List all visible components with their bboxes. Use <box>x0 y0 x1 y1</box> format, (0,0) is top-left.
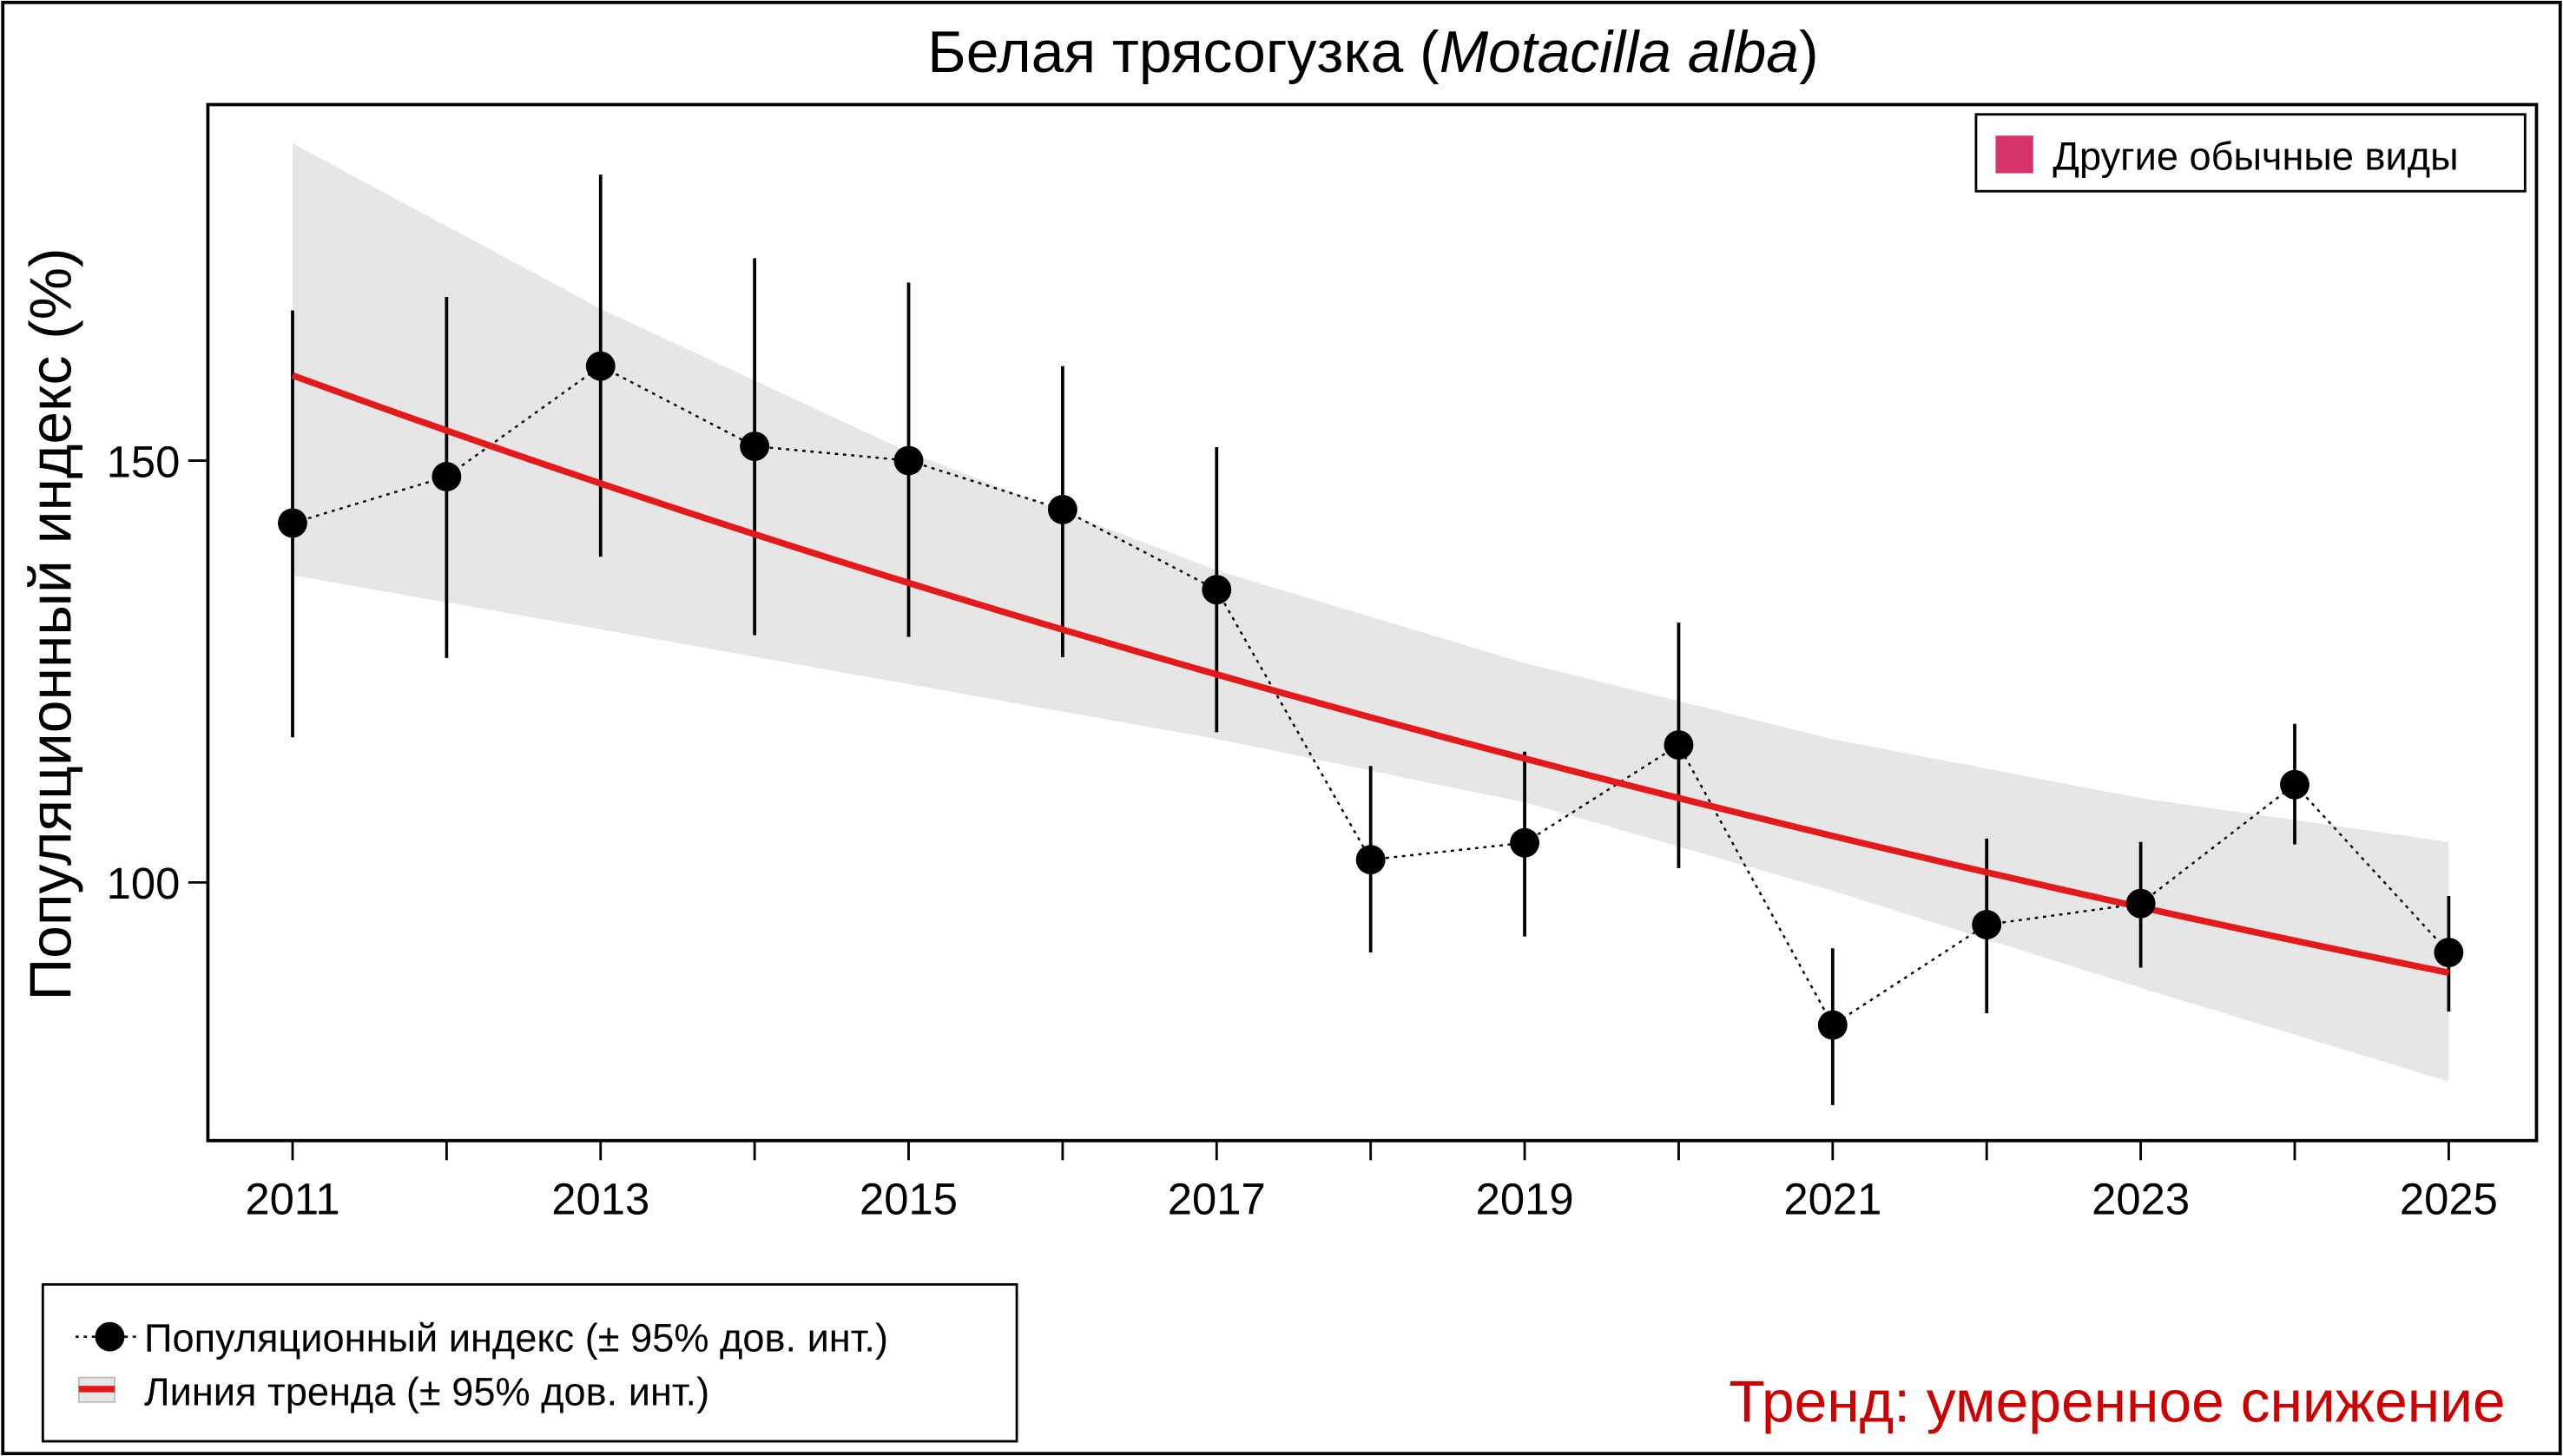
index-point-2012 <box>432 462 462 491</box>
index-point-2019 <box>1510 827 1540 858</box>
x-tick-label-2017: 2017 <box>1168 1174 1266 1223</box>
index-point-2015 <box>893 445 924 476</box>
x-tick-label-2011: 2011 <box>245 1174 339 1223</box>
title-latin: Motacilla alba <box>1440 20 1799 85</box>
legend-point-icon <box>95 1321 125 1352</box>
trend-line <box>291 372 2450 977</box>
x-tick-label-2021: 2021 <box>1783 1174 1881 1223</box>
trend-confidence-band <box>292 143 2449 1082</box>
index-point-2018 <box>1355 845 1386 875</box>
title-suffix: ) <box>1799 20 1819 85</box>
x-tick-label-2019: 2019 <box>1476 1174 1574 1223</box>
x-tick-label-2025: 2025 <box>2400 1174 2498 1223</box>
plot-area <box>278 143 2464 1105</box>
x-tick-label-2015: 2015 <box>860 1174 958 1223</box>
legend-trend-label: Линия тренда (± 95% дов. инт.) <box>144 1370 709 1414</box>
index-point-2016 <box>1047 494 1077 524</box>
y-tick-label-100: 100 <box>107 859 181 908</box>
title-prefix: Белая трясогузка ( <box>927 20 1440 85</box>
index-point-2017 <box>1202 575 1232 605</box>
x-tick-label-2023: 2023 <box>2092 1174 2190 1223</box>
index-point-2024 <box>2280 769 2309 800</box>
x-axis: 2011 2013 2015 2017 2019 2021 2023 2025 <box>245 1140 2498 1223</box>
category-legend-text: Другие обычные виды <box>2052 135 2458 179</box>
y-axis: 100 150 <box>107 437 208 908</box>
y-tick-label-150: 150 <box>107 437 181 486</box>
index-point-2011 <box>278 508 307 538</box>
index-point-2013 <box>585 351 616 381</box>
index-point-2022 <box>1972 910 2002 939</box>
index-point-2025 <box>2434 938 2464 967</box>
category-swatch <box>1995 135 2033 174</box>
series-legend: Популяционный индекс (± 95% дов. инт.) Л… <box>41 1282 1018 1443</box>
plot-frame <box>206 102 2539 1143</box>
index-point-2014 <box>740 432 770 461</box>
y-axis-label: Популяционный индекс (%) <box>18 247 83 1000</box>
index-point-2021 <box>1817 1010 1848 1040</box>
trend-classification: Тренд: умеренное снижение <box>1729 1369 2505 1434</box>
index-point-2023 <box>2125 888 2156 919</box>
x-tick-label-2013: 2013 <box>551 1174 649 1223</box>
legend-index-label: Популяционный индекс (± 95% дов. инт.) <box>144 1316 888 1360</box>
category-legend: Другие обычные виды <box>1974 113 2527 193</box>
chart-title: Белая трясогузка (Motacilla alba) <box>927 20 1818 85</box>
index-point-2020 <box>1664 730 1694 760</box>
